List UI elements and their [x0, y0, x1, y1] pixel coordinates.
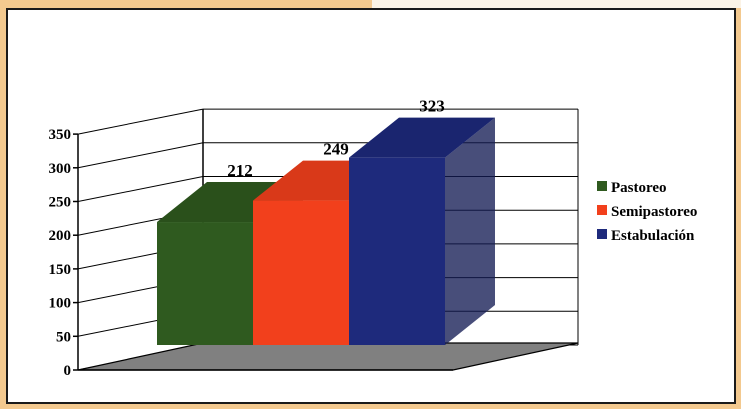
legend-swatch — [597, 229, 607, 239]
bar-top-shade — [349, 117, 495, 158]
y-tick-label: 200 — [49, 228, 72, 244]
bar-side-shade — [445, 117, 495, 345]
y-tick-label: 350 — [49, 127, 72, 143]
y-tick-label: 100 — [49, 296, 72, 312]
top-strip — [0, 0, 741, 8]
bar-top — [349, 117, 495, 158]
data-label: 212 — [227, 161, 253, 180]
top-strip-light — [372, 0, 741, 8]
y-tick-label: 300 — [49, 161, 72, 177]
legend-label: Pastoreo — [611, 180, 667, 196]
legend-label: Estabulación — [611, 228, 695, 244]
bar-front-semipastoreo — [253, 200, 349, 345]
data-label: 249 — [323, 140, 349, 159]
bar-side — [445, 117, 495, 345]
y-tick-label: 250 — [49, 195, 72, 211]
legend-swatch — [597, 181, 607, 191]
bar-front-estabulación — [349, 157, 445, 345]
gridline-side — [77, 176, 204, 202]
y-tick-label: 0 — [64, 363, 72, 379]
y-tick-label: 50 — [56, 329, 71, 345]
data-label: 323 — [419, 97, 445, 116]
gridline-side — [77, 108, 204, 135]
legend-label: Semipastoreo — [611, 204, 697, 220]
gridline-side — [77, 142, 204, 169]
legend-swatch — [597, 205, 607, 215]
y-tick-label: 150 — [49, 262, 72, 278]
bar-front-pastoreo — [157, 222, 253, 345]
